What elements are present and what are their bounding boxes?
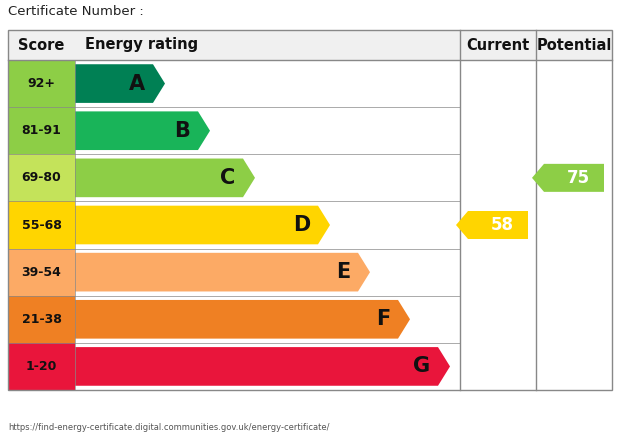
Polygon shape [75,253,370,291]
Text: 58: 58 [490,216,513,234]
Bar [8,107,75,154]
Text: D: D [293,215,310,235]
Text: Score: Score [19,37,64,52]
Polygon shape [75,158,255,197]
Polygon shape [532,164,604,192]
Text: C: C [219,168,235,188]
Text: F: F [376,309,390,329]
Bar [8,60,75,107]
Text: 21-38: 21-38 [22,313,61,326]
Text: 81-91: 81-91 [22,124,61,137]
Text: 1-20: 1-20 [26,360,57,373]
Text: https://find-energy-certificate.digital.communities.gov.uk/energy-certificate/: https://find-energy-certificate.digital.… [8,423,329,432]
Polygon shape [75,111,210,150]
Text: Certificate Number :: Certificate Number : [8,5,144,18]
Polygon shape [75,64,165,103]
Bar [8,202,75,249]
Bar [8,30,612,60]
Text: 55-68: 55-68 [22,219,61,231]
Polygon shape [75,300,410,339]
Text: 39-54: 39-54 [22,266,61,279]
Bar [8,296,75,343]
Text: B: B [174,121,190,141]
Bar [8,249,75,296]
Text: 75: 75 [567,169,590,187]
Polygon shape [75,205,330,244]
Polygon shape [75,347,450,386]
Bar [8,154,75,202]
Text: 92+: 92+ [27,77,56,90]
Bar [8,30,612,390]
Text: E: E [336,262,350,282]
Text: Current: Current [466,37,529,52]
Bar [8,343,75,390]
Polygon shape [456,211,528,239]
Text: Energy rating: Energy rating [85,37,198,52]
Text: G: G [413,356,430,377]
Text: 69-80: 69-80 [22,171,61,184]
Text: Potential: Potential [536,37,612,52]
Text: A: A [129,73,145,94]
